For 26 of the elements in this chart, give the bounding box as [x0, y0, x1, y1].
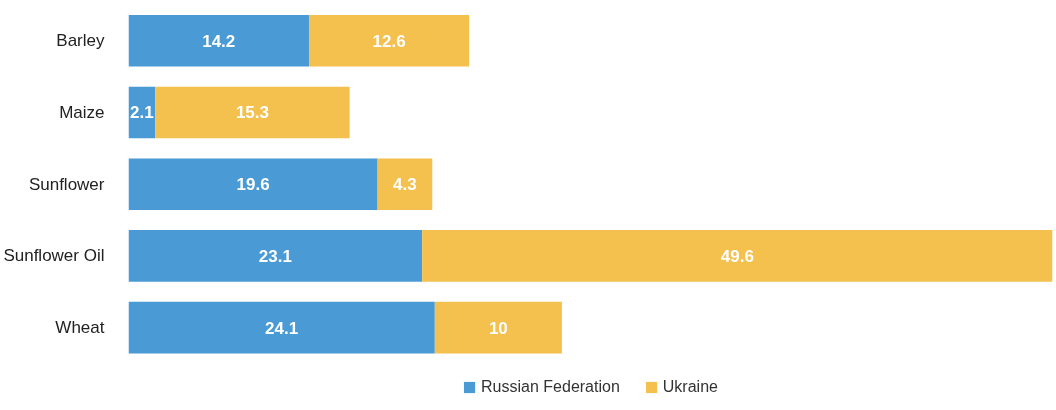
data-label: 15.3 [235, 103, 269, 123]
data-label: 49.6 [720, 246, 754, 266]
bar [128, 158, 378, 211]
bar [434, 301, 562, 354]
data-label: 19.6 [236, 175, 270, 195]
data-label: 12.6 [372, 31, 406, 51]
bar [155, 86, 350, 139]
bar [377, 158, 433, 211]
bar [308, 14, 470, 67]
y-tick-label: Wheat [55, 318, 105, 338]
data-label: 4.3 [393, 175, 417, 195]
y-tick-label: Sunflower [28, 174, 105, 194]
bar [128, 14, 309, 67]
y-tick-label: Maize [59, 102, 105, 122]
legend-label: Ukraine [662, 378, 718, 396]
data-label: 14.2 [202, 31, 236, 51]
bar [422, 230, 1053, 282]
y-tick-label: Sunflower Oil [3, 246, 105, 266]
legend-label: Russian Federation [481, 378, 620, 396]
data-label: 23.1 [258, 246, 292, 266]
y-tick-label: Barley [56, 31, 105, 51]
data-label: 24.1 [265, 318, 299, 338]
data-label: 10 [488, 318, 508, 338]
bar [128, 301, 435, 354]
bar [128, 230, 423, 282]
data-label: 2.1 [130, 103, 154, 123]
